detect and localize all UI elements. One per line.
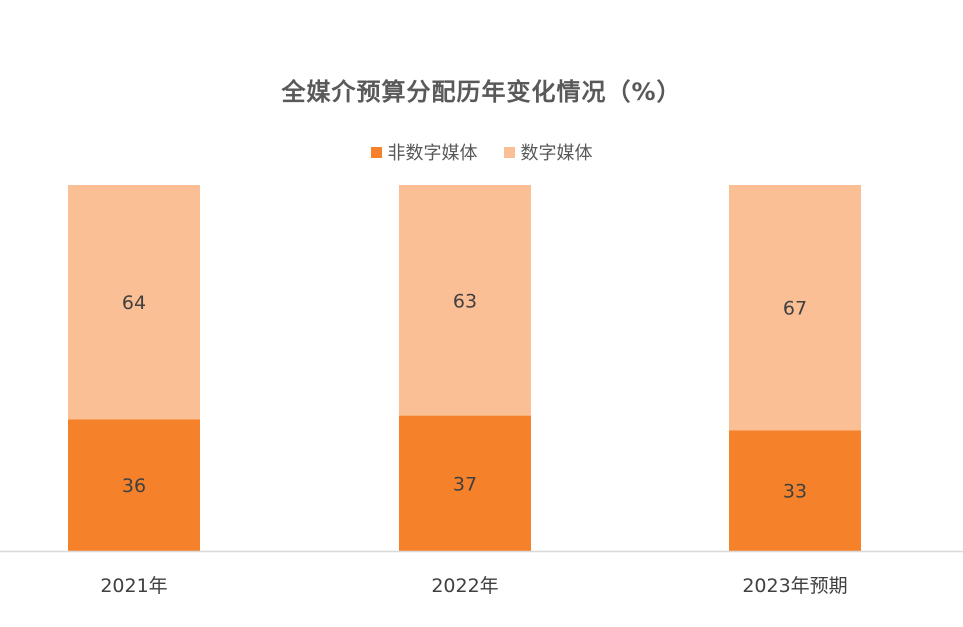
bar-non-digital-1 — [399, 415, 531, 551]
data-label-digital-0: 64 — [122, 292, 146, 314]
x-tick-label-1: 2022年 — [431, 575, 498, 597]
x-tick-label-2: 2023年预期 — [742, 575, 847, 597]
legend: 非数字媒体 数字媒体 — [0, 139, 963, 165]
legend-swatch-digital — [503, 146, 515, 158]
legend-swatch-non-digital — [370, 146, 382, 158]
legend-item-digital: 数字媒体 — [503, 139, 593, 165]
legend-label-digital: 数字媒体 — [520, 143, 593, 164]
data-label-digital-1: 63 — [453, 290, 477, 312]
bar-digital-2 — [729, 185, 861, 431]
bar-digital-0 — [68, 185, 200, 420]
legend-label-non-digital: 非数字媒体 — [387, 143, 478, 164]
bar-non-digital-0 — [68, 419, 200, 551]
bar-non-digital-2 — [729, 430, 861, 551]
legend-item-non-digital: 非数字媒体 — [370, 139, 478, 165]
data-label-non-digital-0: 36 — [122, 475, 146, 497]
chart-title: 全媒介预算分配历年变化情况（%） — [281, 78, 682, 106]
data-label-non-digital-2: 33 — [783, 481, 807, 503]
data-label-digital-2: 67 — [783, 298, 807, 320]
x-tick-label-0: 2021年 — [100, 575, 167, 597]
data-label-non-digital-1: 37 — [453, 473, 477, 495]
bar-digital-1 — [399, 185, 531, 416]
